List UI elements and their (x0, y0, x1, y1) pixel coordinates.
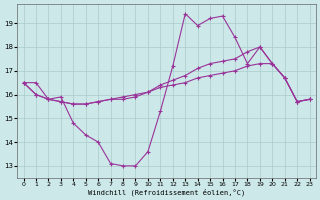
X-axis label: Windchill (Refroidissement éolien,°C): Windchill (Refroidissement éolien,°C) (88, 188, 245, 196)
